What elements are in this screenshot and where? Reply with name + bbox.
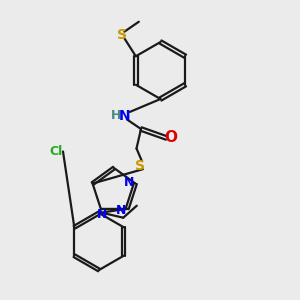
Text: N: N: [119, 109, 130, 122]
Text: O: O: [164, 130, 178, 146]
Text: S: S: [135, 159, 146, 172]
Text: N: N: [116, 204, 126, 217]
Text: N: N: [97, 208, 107, 220]
Text: S: S: [117, 28, 127, 42]
Text: N: N: [124, 176, 134, 188]
Text: Cl: Cl: [49, 145, 62, 158]
Text: H: H: [111, 109, 122, 122]
